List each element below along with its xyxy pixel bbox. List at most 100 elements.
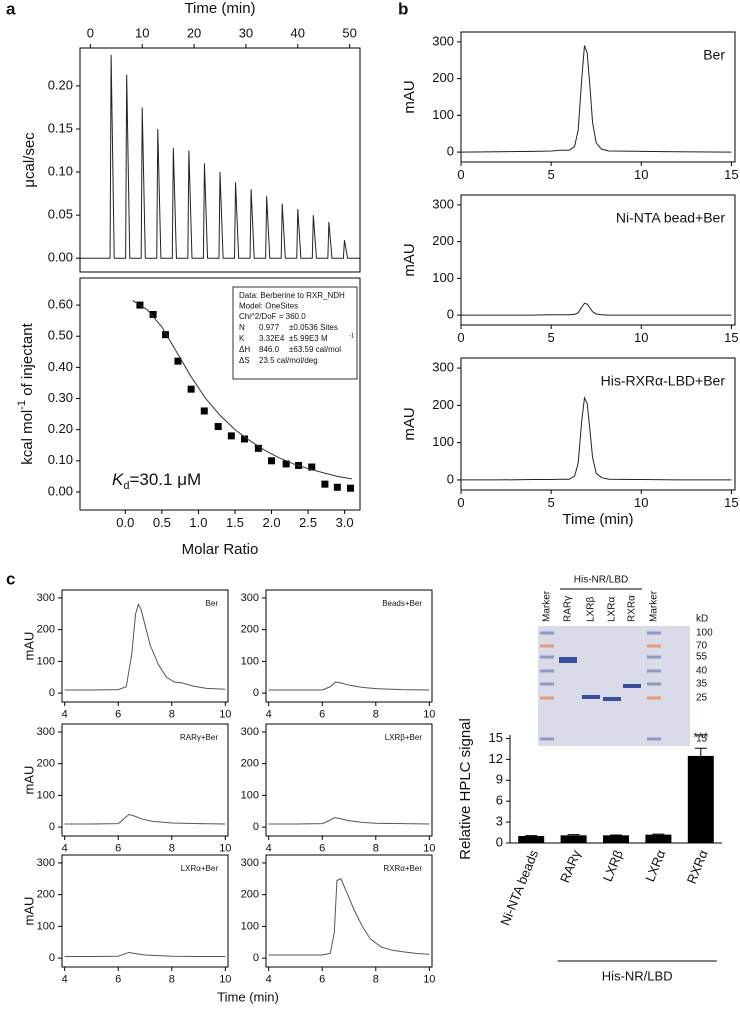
plot-frame <box>79 277 361 511</box>
bar <box>603 835 629 843</box>
error-bar <box>694 747 707 756</box>
x-axis-label: Time (min) <box>562 511 633 528</box>
y-tick-label: 0 <box>253 687 259 699</box>
data-line <box>64 813 226 825</box>
y-tick-label: 300 <box>241 592 259 604</box>
marker-band <box>647 644 661 648</box>
plot-frame <box>61 854 229 968</box>
data-line <box>268 817 430 825</box>
x-tick-label: 1.5 <box>226 515 244 530</box>
y-tick-label: 0.05 <box>48 207 73 222</box>
fit-box-cell: 0.977 <box>259 323 280 332</box>
plot-frame <box>61 723 229 837</box>
x-tick-label: 6 <box>115 709 121 721</box>
marker-band <box>540 696 554 700</box>
x-tick-label: 15 <box>724 330 738 345</box>
x-tick-label: 4 <box>62 709 68 721</box>
y-axis-label: kcal mol-1 of injectant <box>16 322 36 464</box>
fit-box-sup: -1 <box>349 334 355 340</box>
y-tick-label: 0.60 <box>48 297 73 312</box>
gel-size-label: 100 <box>696 628 713 639</box>
data-line <box>132 299 353 480</box>
plot-frame <box>460 357 736 491</box>
kd-annotation: Kd=30.1 μM <box>112 470 201 491</box>
marker-band <box>647 655 661 659</box>
y-tick-label: 100 <box>432 434 454 449</box>
x-tick-label: 10 <box>219 843 231 855</box>
x-axis-label: Time (min) <box>217 989 279 1004</box>
y-tick-label: 9 <box>496 772 503 787</box>
y-tick-label: 300 <box>241 857 259 869</box>
data-point <box>227 432 235 440</box>
marker-band <box>540 737 554 741</box>
y-tick-label: 0.00 <box>48 483 73 498</box>
data-point <box>308 463 316 471</box>
gel-size-label: 70 <box>696 641 708 652</box>
gel-band <box>582 695 600 699</box>
gel-size-unit: kD <box>696 614 708 625</box>
fit-box-cell: N <box>239 323 245 332</box>
data-line <box>461 396 732 481</box>
x-tick-label: 8 <box>169 843 175 855</box>
y-axis-label-part: of injectant <box>19 322 36 400</box>
y-tick-label: 300 <box>432 360 454 375</box>
x-tick-label: 10 <box>219 709 231 721</box>
x-tick-label: 1.0 <box>189 515 207 530</box>
y-tick-label: 0.20 <box>48 421 73 436</box>
y-tick-label: 0.00 <box>48 250 73 265</box>
y-tick-label: 12 <box>489 751 503 766</box>
data-point <box>346 484 354 492</box>
fit-box-cell: ±63.59 cal/mol <box>289 345 341 354</box>
fit-box-cell: 3.32E4 <box>259 334 285 343</box>
data-point <box>282 460 290 468</box>
x-tick-label: 3.0 <box>336 515 354 530</box>
y-tick-label: 200 <box>432 233 454 248</box>
fit-box-line: Data: Berberine to RXR_NDH <box>239 291 345 300</box>
panel-label: b <box>398 0 408 18</box>
plot-frame <box>265 854 433 968</box>
x-tick-label: 0 <box>457 167 464 182</box>
marker-band <box>647 631 661 635</box>
y-tick-label: 0.40 <box>48 359 73 374</box>
fit-box-cell: 23.5 cal/mol/deg <box>259 356 318 365</box>
x-tick-label: 8 <box>373 843 379 855</box>
plot-frame <box>460 31 736 163</box>
x-axis-label: Molar Ratio <box>182 541 259 558</box>
data-point <box>200 407 208 415</box>
fit-box <box>232 286 358 380</box>
gel-image <box>538 626 690 746</box>
data-point <box>268 457 276 465</box>
gel-size-label: 55 <box>696 652 708 663</box>
data-point <box>240 435 248 443</box>
data-line <box>80 54 360 259</box>
y-tick-label: 100 <box>241 920 259 932</box>
plot-title: Beads+Ber <box>382 599 422 608</box>
kd-subscript: d <box>123 480 129 492</box>
bar <box>560 835 587 843</box>
data-line <box>461 302 732 316</box>
y-tick-label: 0.50 <box>48 328 73 343</box>
x-tick-label: 30 <box>239 26 253 41</box>
fit-box-line: Model: OneSites <box>239 302 298 311</box>
data-point <box>333 483 341 491</box>
y-tick-label: 15 <box>489 730 503 745</box>
marker-band <box>647 682 661 686</box>
x-tick-label: 10 <box>423 709 435 721</box>
plot-title: Ber <box>703 47 725 63</box>
data-line <box>64 602 226 691</box>
y-tick-label: 200 <box>241 624 259 636</box>
y-tick-label: 0 <box>49 952 55 964</box>
data-point <box>214 423 222 431</box>
x-tick-label: 10 <box>219 974 231 986</box>
y-tick-label: 0 <box>447 471 454 486</box>
y-tick-label: 6 <box>496 793 503 808</box>
x-tick-label: 2.5 <box>299 515 317 530</box>
y-tick-label: 0.10 <box>48 452 73 467</box>
x-tick-label: 0 <box>457 330 464 345</box>
data-point <box>174 357 182 365</box>
bar <box>518 836 545 843</box>
x-tick-label: 40 <box>291 26 305 41</box>
x-tick-label: 10 <box>634 167 648 182</box>
plot-frame <box>460 194 736 326</box>
